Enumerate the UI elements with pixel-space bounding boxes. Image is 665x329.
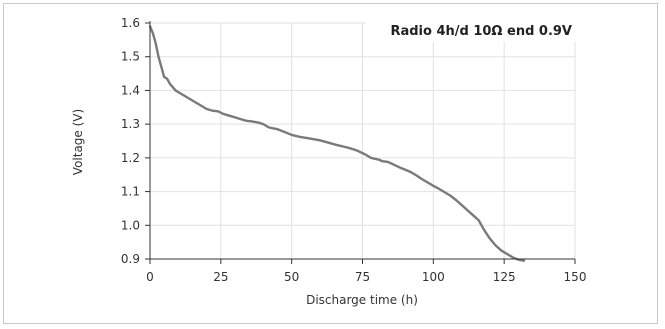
grid-lines <box>150 22 576 259</box>
y-tick-label: 1.0 <box>121 218 140 232</box>
y-tick-label: 1.2 <box>121 151 140 165</box>
voltage-series-line <box>148 25 526 262</box>
x-tick-label: 100 <box>422 270 445 284</box>
x-axis-label: Discharge time (h) <box>306 293 418 307</box>
x-tick-label: 125 <box>493 270 516 284</box>
axes-group <box>145 21 576 264</box>
y-tick-label: 1.5 <box>121 50 140 64</box>
title-background <box>366 18 580 42</box>
x-tick-label: 0 <box>146 270 154 284</box>
y-tick-label: 1.6 <box>121 16 140 30</box>
y-tick-label: 0.9 <box>121 252 140 266</box>
x-tick-label: 25 <box>213 270 228 284</box>
x-tick-label: 75 <box>355 270 370 284</box>
series-group <box>148 25 526 262</box>
y-tick-label: 1.4 <box>121 83 140 97</box>
tick-labels: 0 25 50 75 100 125 150 0.9 1.0 1.1 1.2 1.3 1.4 1.5 1.6 <box>121 16 587 284</box>
x-tick-label: 50 <box>284 270 299 284</box>
chart-title: Radio 4h/d 10Ω end 0.9V <box>390 24 572 39</box>
y-tick-label: 1.3 <box>121 117 140 131</box>
y-axis-label: Voltage (V) <box>71 109 85 175</box>
x-tick-label: 150 <box>564 270 587 284</box>
y-tick-label: 1.1 <box>121 185 140 199</box>
